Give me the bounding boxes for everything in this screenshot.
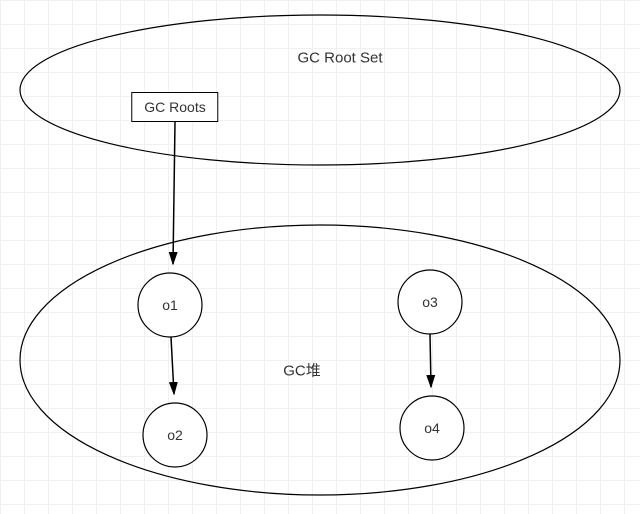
node-label-o1: o1	[162, 297, 178, 313]
node-label-o2: o2	[167, 427, 183, 443]
root-set-ellipse	[20, 15, 620, 165]
node-label-o4: o4	[424, 420, 440, 436]
arrow-1	[171, 337, 174, 394]
gc-roots-box: GC Roots	[131, 92, 218, 122]
root-set-label: GC Root Set	[297, 50, 382, 67]
arrow-0	[173, 122, 175, 264]
arrow-2	[430, 334, 431, 387]
heap-label: GC堆	[283, 360, 321, 381]
node-label-o3: o3	[422, 294, 438, 310]
diagram-canvas	[0, 0, 640, 514]
